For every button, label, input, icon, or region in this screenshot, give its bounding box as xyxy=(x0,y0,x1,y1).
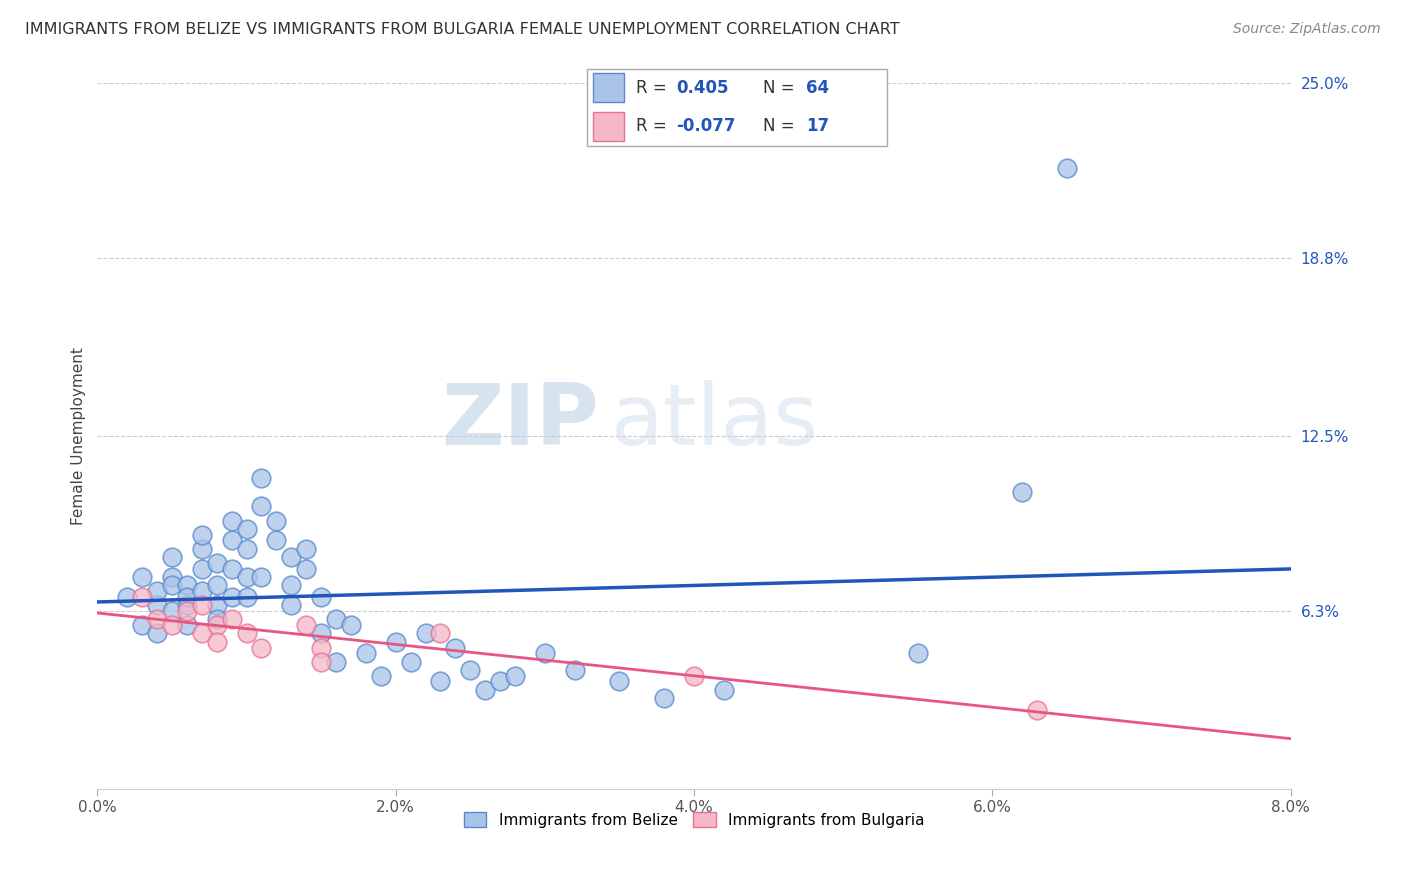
Immigrants from Belize xyxy=(205,556,228,570)
Immigrants from Bulgaria xyxy=(683,669,706,683)
Immigrants from Belize xyxy=(221,533,243,548)
Immigrants from Bulgaria xyxy=(295,618,318,632)
Immigrants from Bulgaria xyxy=(205,635,228,649)
Immigrants from Belize xyxy=(221,590,243,604)
Immigrants from Belize xyxy=(235,541,257,556)
Immigrants from Belize xyxy=(191,541,214,556)
Text: ZIP: ZIP xyxy=(441,380,599,463)
Immigrants from Belize xyxy=(1011,485,1033,500)
Immigrants from Bulgaria xyxy=(250,640,273,655)
Text: R =: R = xyxy=(636,78,672,96)
Immigrants from Belize xyxy=(160,550,183,565)
Immigrants from Belize xyxy=(191,561,214,575)
Immigrants from Belize xyxy=(235,522,257,536)
Immigrants from Belize xyxy=(489,674,512,689)
Immigrants from Belize xyxy=(146,598,169,612)
Immigrants from Belize xyxy=(205,612,228,626)
Text: 64: 64 xyxy=(806,78,830,96)
Immigrants from Belize xyxy=(235,590,257,604)
FancyBboxPatch shape xyxy=(593,112,624,141)
Immigrants from Belize xyxy=(534,646,557,660)
Text: 0.405: 0.405 xyxy=(676,78,728,96)
Immigrants from Belize xyxy=(474,682,496,697)
Immigrants from Belize xyxy=(384,635,406,649)
Immigrants from Bulgaria xyxy=(176,604,198,618)
Immigrants from Bulgaria xyxy=(235,626,257,640)
Immigrants from Belize xyxy=(205,598,228,612)
Immigrants from Belize xyxy=(160,578,183,592)
Immigrants from Belize xyxy=(295,541,318,556)
Immigrants from Belize xyxy=(713,682,735,697)
Immigrants from Belize xyxy=(146,626,169,640)
Immigrants from Belize xyxy=(907,646,929,660)
Immigrants from Belize xyxy=(160,570,183,584)
Immigrants from Bulgaria xyxy=(160,618,183,632)
Immigrants from Bulgaria xyxy=(131,590,153,604)
Immigrants from Belize xyxy=(340,618,363,632)
Immigrants from Bulgaria xyxy=(146,612,169,626)
Immigrants from Belize xyxy=(205,578,228,592)
FancyBboxPatch shape xyxy=(586,69,887,145)
Immigrants from Belize xyxy=(1056,161,1078,175)
Text: Source: ZipAtlas.com: Source: ZipAtlas.com xyxy=(1233,22,1381,37)
Immigrants from Belize xyxy=(250,500,273,514)
Immigrants from Belize xyxy=(429,674,451,689)
Immigrants from Belize xyxy=(176,598,198,612)
Text: 17: 17 xyxy=(806,118,830,136)
Immigrants from Bulgaria xyxy=(191,626,214,640)
Immigrants from Bulgaria xyxy=(309,640,332,655)
Immigrants from Belize xyxy=(280,578,302,592)
Immigrants from Belize xyxy=(280,550,302,565)
Immigrants from Belize xyxy=(176,618,198,632)
Immigrants from Belize xyxy=(415,626,437,640)
Immigrants from Belize xyxy=(146,584,169,599)
Immigrants from Bulgaria xyxy=(221,612,243,626)
Immigrants from Belize xyxy=(325,655,347,669)
Immigrants from Belize xyxy=(131,618,153,632)
Immigrants from Belize xyxy=(609,674,631,689)
Immigrants from Bulgaria xyxy=(205,618,228,632)
Immigrants from Belize xyxy=(370,669,392,683)
Immigrants from Belize xyxy=(652,691,675,706)
Immigrants from Bulgaria xyxy=(429,626,451,640)
Legend: Immigrants from Belize, Immigrants from Bulgaria: Immigrants from Belize, Immigrants from … xyxy=(457,805,931,834)
Immigrants from Belize xyxy=(235,570,257,584)
Immigrants from Belize xyxy=(250,471,273,485)
Immigrants from Bulgaria xyxy=(309,655,332,669)
Immigrants from Bulgaria xyxy=(191,598,214,612)
Immigrants from Belize xyxy=(176,590,198,604)
Text: -0.077: -0.077 xyxy=(676,118,735,136)
Text: IMMIGRANTS FROM BELIZE VS IMMIGRANTS FROM BULGARIA FEMALE UNEMPLOYMENT CORRELATI: IMMIGRANTS FROM BELIZE VS IMMIGRANTS FRO… xyxy=(25,22,900,37)
Text: atlas: atlas xyxy=(610,380,818,463)
Immigrants from Belize xyxy=(564,663,586,677)
Y-axis label: Female Unemployment: Female Unemployment xyxy=(72,347,86,524)
Immigrants from Belize xyxy=(309,590,332,604)
Immigrants from Belize xyxy=(399,655,422,669)
Immigrants from Belize xyxy=(176,578,198,592)
Immigrants from Belize xyxy=(325,612,347,626)
Immigrants from Bulgaria xyxy=(1026,702,1049,716)
Text: N =: N = xyxy=(763,78,800,96)
Immigrants from Belize xyxy=(354,646,377,660)
Immigrants from Belize xyxy=(295,561,318,575)
Immigrants from Belize xyxy=(266,514,288,528)
Immigrants from Belize xyxy=(131,570,153,584)
Immigrants from Belize xyxy=(458,663,481,677)
Text: N =: N = xyxy=(763,118,800,136)
Immigrants from Belize xyxy=(191,527,214,541)
Immigrants from Belize xyxy=(191,584,214,599)
Immigrants from Belize xyxy=(266,533,288,548)
Immigrants from Belize xyxy=(115,590,138,604)
Immigrants from Belize xyxy=(250,570,273,584)
Immigrants from Belize xyxy=(503,669,526,683)
Immigrants from Belize xyxy=(221,561,243,575)
Immigrants from Belize xyxy=(309,626,332,640)
Immigrants from Belize xyxy=(444,640,467,655)
Immigrants from Belize xyxy=(160,604,183,618)
Immigrants from Belize xyxy=(221,514,243,528)
FancyBboxPatch shape xyxy=(593,73,624,103)
Text: R =: R = xyxy=(636,118,672,136)
Immigrants from Belize xyxy=(280,598,302,612)
